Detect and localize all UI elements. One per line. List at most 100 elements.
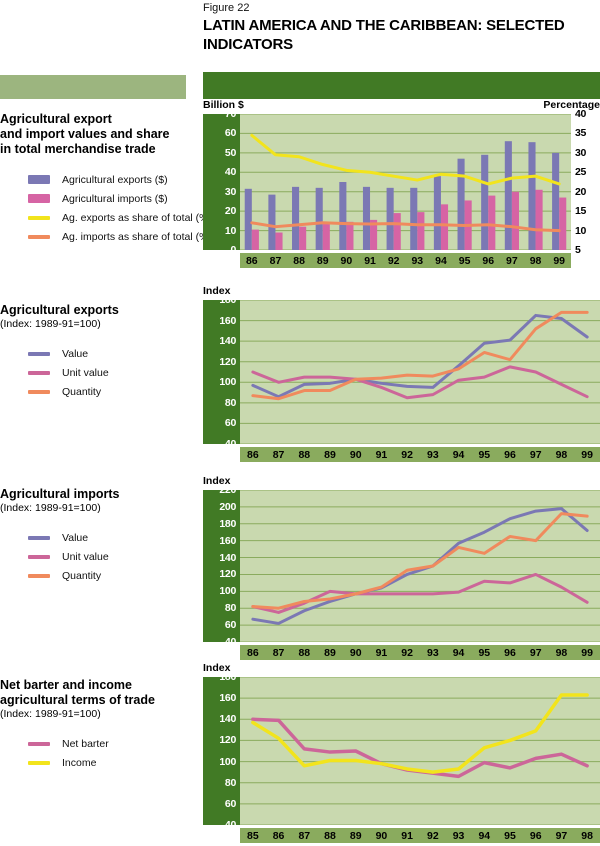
x-axis-tick-label: 92 <box>401 448 413 461</box>
x-axis-tick-label: 94 <box>435 254 447 267</box>
x-axis-tick-label: 88 <box>298 448 311 461</box>
x-axis-tick-label: 86 <box>272 829 285 842</box>
y-axis-band: 40 60 80 100 120 140 160 180 <box>203 294 240 450</box>
x-axis-tick-label: 91 <box>375 448 388 461</box>
y-axis-tick-label: 220 <box>219 484 236 496</box>
legend-swatch-icon <box>28 175 50 184</box>
page-title: LATIN AMERICA AND THE CARIBBEAN: SELECTE… <box>203 17 565 53</box>
legend-label: Unit value <box>62 366 109 379</box>
axis-unit-left: Index <box>203 285 231 297</box>
x-axis-tick-label: 89 <box>349 829 362 842</box>
chart-ag-imports-index: Index 40 60 80 100 120 140 160 180 200 220 86 87 88 8… <box>203 475 600 665</box>
x-axis-tick-label: 90 <box>340 254 353 267</box>
legend-label: Ag. imports as share of total (%) <box>62 230 212 243</box>
plot-area <box>240 114 571 250</box>
y-axis-tick-label: 40 <box>224 819 236 831</box>
legend-swatch-icon <box>28 215 50 220</box>
legend-swatch-icon <box>28 351 50 356</box>
x-axis-band: 86 87 88 89 90 91 92 93 94 95 96 97 98 99 <box>240 253 571 268</box>
chart-trade-values: Billion $ Percentage 0 10 20 30 40 50 60 70 5 10 1… <box>203 99 600 279</box>
x-axis-tick-label: 95 <box>504 829 516 842</box>
x-axis-tick-label: 97 <box>506 254 518 267</box>
x-axis-tick-label: 87 <box>272 448 285 461</box>
panel-subheading: (Index: 1989-91=100) <box>0 318 101 330</box>
legend-label: Agricultural imports ($) <box>62 192 168 205</box>
axis-unit-left: Index <box>203 662 231 674</box>
x-axis-tick-label: 92 <box>427 829 439 842</box>
x-axis-tick-label: 88 <box>293 254 305 267</box>
x-axis-tick-label: 85 <box>247 829 259 842</box>
y2-axis-tick-label: 40 <box>575 108 587 120</box>
legend-item: Value <box>0 344 195 363</box>
y-axis-tick-label: 0 <box>230 244 236 256</box>
panel-legend-trade-values: Agricultural export and import values an… <box>0 112 212 246</box>
legend-swatch-icon <box>28 370 50 375</box>
panel-heading: Agricultural exports <box>0 303 119 317</box>
x-axis-tick-label: 86 <box>247 448 259 461</box>
legend-swatch-icon <box>28 194 50 203</box>
y-axis-tick-label: 160 <box>219 314 236 327</box>
x-axis-tick-label: 93 <box>452 829 465 842</box>
x-axis-tick-label: 87 <box>269 254 282 267</box>
y-axis-tick-label: 60 <box>224 619 236 632</box>
legend: Agricultural exports ($) Agricultural imp… <box>0 170 212 246</box>
legend: Value Unit value Quantity <box>0 528 195 585</box>
axis-unit-left: Index <box>203 475 231 487</box>
x-axis-tick-label: 99 <box>581 646 593 659</box>
y-axis-tick-label: 100 <box>219 376 236 389</box>
y-axis-band: 0 10 20 30 40 50 60 70 <box>203 108 240 256</box>
legend-label: Unit value <box>62 550 109 563</box>
y-axis-tick-label: 160 <box>219 534 236 547</box>
x-axis-tick-label: 99 <box>553 254 566 267</box>
x-axis-tick-label: 88 <box>298 646 311 659</box>
legend-label: Value <box>62 347 89 360</box>
axis-unit-right: Percentage <box>543 99 600 111</box>
y-axis-tick-label: 180 <box>219 671 236 683</box>
y2-axis: 5 10 15 20 25 30 35 40 <box>571 108 600 256</box>
y-axis-tick-label: 70 <box>224 108 236 120</box>
chart-ag-exports-index: Index 40 60 80 100 120 140 160 180 86 87 88 89 90 91 9… <box>203 285 600 475</box>
legend-item: Unit value <box>0 547 195 566</box>
legend-item: Income <box>0 753 195 772</box>
figure-number: Figure 22 <box>203 2 250 14</box>
plot-area <box>240 490 600 642</box>
panel-legend-ag-exports: Agricultural exports (Index: 1989-91=100… <box>0 303 195 401</box>
x-axis-tick-label: 95 <box>458 254 471 267</box>
x-axis-tick-label: 99 <box>581 448 593 461</box>
plot-area <box>240 677 600 825</box>
y-axis-tick-label: 60 <box>224 797 236 810</box>
x-axis-tick-label: 91 <box>364 254 376 267</box>
panel-heading: Net barter and income agricultural terms… <box>0 678 155 707</box>
x-axis-tick-label: 92 <box>401 646 413 659</box>
y2-axis-tick-label: 5 <box>575 244 581 256</box>
x-axis-tick-label: 89 <box>324 646 336 659</box>
x-axis-tick-label: 94 <box>452 646 465 659</box>
x-axis-tick-label: 95 <box>478 448 491 461</box>
x-axis-tick-label: 96 <box>529 829 542 842</box>
header-green-band <box>203 72 600 99</box>
y2-axis-tick-label: 20 <box>575 185 587 198</box>
x-axis-band: 85 86 87 88 89 90 91 92 93 94 95 96 97 98 <box>240 828 600 843</box>
x-axis-tick-label: 97 <box>529 646 542 659</box>
y-axis-tick-label: 140 <box>219 713 236 726</box>
y-axis-tick-label: 100 <box>219 585 236 598</box>
y-axis-tick-label: 50 <box>224 146 236 159</box>
y-axis-tick-label: 40 <box>224 438 236 450</box>
y-axis-tick-label: 60 <box>224 127 236 140</box>
x-axis-tick-label: 95 <box>478 646 491 659</box>
x-axis-tick-label: 93 <box>427 646 439 659</box>
panel-subheading: (Index: 1989-91=100) <box>0 708 101 720</box>
y2-axis-tick-label: 35 <box>575 127 587 140</box>
legend-label: Income <box>62 756 97 769</box>
y-axis-tick-label: 120 <box>219 734 236 747</box>
axis-unit-left: Billion $ <box>203 99 244 111</box>
legend-swatch-icon <box>28 389 50 394</box>
y-axis-tick-label: 30 <box>224 185 236 198</box>
x-axis-tick-label: 94 <box>478 829 491 842</box>
legend-label: Quantity <box>62 569 102 582</box>
x-axis-tick-label: 93 <box>411 254 424 267</box>
y-axis-tick-label: 200 <box>219 500 236 513</box>
legend-swatch-icon <box>28 760 50 765</box>
y2-axis-tick-label: 15 <box>575 205 587 218</box>
y-axis-tick-label: 140 <box>219 551 236 564</box>
